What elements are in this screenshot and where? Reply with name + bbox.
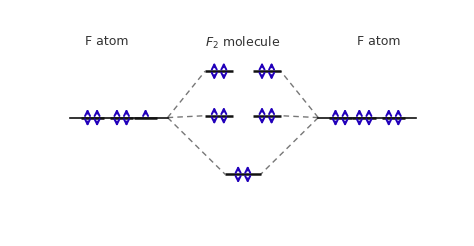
Text: F atom: F atom: [357, 35, 401, 48]
Text: F atom: F atom: [85, 35, 129, 48]
Text: $F_2$ molecule: $F_2$ molecule: [205, 35, 281, 51]
